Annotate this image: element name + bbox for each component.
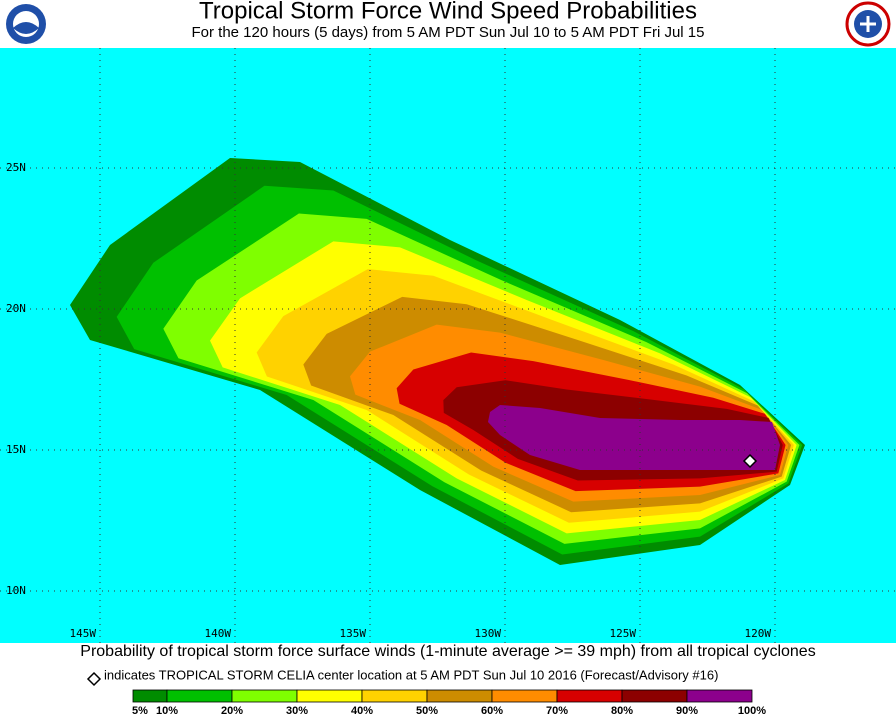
legend-swatch bbox=[166, 689, 233, 703]
legend-swatch bbox=[426, 689, 493, 703]
contour-band bbox=[488, 405, 780, 470]
longitude-label: 130W bbox=[475, 627, 502, 640]
latitude-label: 15N bbox=[6, 443, 26, 456]
legend-label: 80% bbox=[611, 705, 633, 716]
legend-label: 5% bbox=[132, 705, 148, 716]
longitude-label: 140W bbox=[205, 627, 232, 640]
legend-label: 90% bbox=[676, 705, 698, 716]
storm-marker bbox=[742, 453, 758, 469]
legend-swatch bbox=[296, 689, 363, 703]
legend-swatch bbox=[686, 689, 753, 703]
latitude-label: 10N bbox=[6, 584, 26, 597]
caption: Probability of tropical storm force surf… bbox=[80, 643, 815, 660]
legend-swatch bbox=[491, 689, 558, 703]
longitude-label: 125W bbox=[610, 627, 637, 640]
longitude-label: 145W bbox=[70, 627, 97, 640]
legend-swatch bbox=[361, 689, 428, 703]
legend-label: 30% bbox=[286, 705, 308, 716]
legend-label: 70% bbox=[546, 705, 568, 716]
color-legend: 5% 10% 20% 30% 40% 50% 60% 70% 80% 90% 100% bbox=[132, 689, 766, 716]
legend-label: 50% bbox=[416, 705, 438, 716]
longitude-label: 120W bbox=[745, 627, 772, 640]
nws-logo bbox=[845, 1, 891, 47]
legend-swatch bbox=[556, 689, 623, 703]
legend-swatch bbox=[132, 689, 168, 703]
probability-contours bbox=[70, 158, 805, 565]
legend-label: 20% bbox=[221, 705, 243, 716]
longitude-label: 135W bbox=[340, 627, 367, 640]
noaa-logo bbox=[6, 4, 46, 44]
legend-label: 40% bbox=[351, 705, 373, 716]
legend-swatch bbox=[231, 689, 298, 703]
graticule: 145W 140W 135W 130W 125W 120W 25N 20N 15N 10N bbox=[0, 48, 896, 643]
marker-note: indicates TROPICAL STORM CELIA center lo… bbox=[104, 667, 718, 682]
legend-label: 100% bbox=[738, 705, 766, 716]
subtitle: For the 120 hours (5 days) from 5 AM PDT… bbox=[192, 24, 705, 41]
legend-marker bbox=[86, 671, 102, 687]
legend-swatch bbox=[621, 689, 688, 703]
title: Tropical Storm Force Wind Speed Probabil… bbox=[199, 0, 697, 24]
latitude-label: 20N bbox=[6, 302, 26, 315]
legend-label: 60% bbox=[481, 705, 503, 716]
latitude-label: 25N bbox=[6, 161, 26, 174]
legend-label: 10% bbox=[156, 705, 178, 716]
